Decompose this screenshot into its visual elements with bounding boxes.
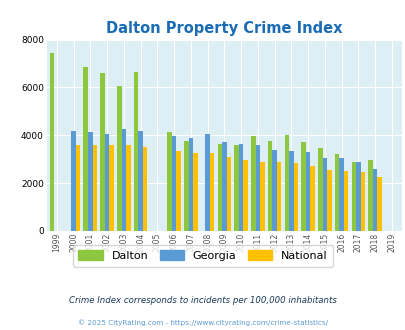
Bar <box>117 86 121 231</box>
Bar <box>50 53 54 231</box>
Bar <box>238 144 243 231</box>
Bar <box>293 163 297 231</box>
Bar <box>71 130 76 231</box>
Bar <box>217 144 222 231</box>
Bar <box>326 170 331 231</box>
Bar <box>234 145 238 231</box>
Bar <box>305 152 309 231</box>
Bar <box>260 162 264 231</box>
Bar <box>133 72 138 231</box>
Bar <box>76 145 80 231</box>
Bar <box>351 162 355 231</box>
Bar <box>193 153 197 231</box>
Bar <box>209 153 214 231</box>
Bar <box>267 141 272 231</box>
Bar <box>250 137 255 231</box>
Bar <box>83 67 88 231</box>
Bar <box>309 166 314 231</box>
Bar <box>334 154 339 231</box>
Legend: Dalton, Georgia, National: Dalton, Georgia, National <box>72 245 333 267</box>
Bar <box>288 151 293 231</box>
Bar <box>317 148 322 231</box>
Bar <box>226 157 230 231</box>
Title: Dalton Property Crime Index: Dalton Property Crime Index <box>106 21 342 36</box>
Bar <box>272 150 276 231</box>
Bar <box>100 73 104 231</box>
Bar <box>126 145 130 231</box>
Bar <box>372 169 377 231</box>
Bar <box>377 177 381 231</box>
Bar <box>284 135 288 231</box>
Bar <box>88 132 92 231</box>
Bar <box>343 171 347 231</box>
Text: © 2025 CityRating.com - https://www.cityrating.com/crime-statistics/: © 2025 CityRating.com - https://www.city… <box>78 319 327 326</box>
Bar <box>167 132 171 231</box>
Bar <box>92 145 97 231</box>
Bar <box>176 151 180 231</box>
Bar <box>138 130 143 231</box>
Bar <box>171 137 176 231</box>
Bar <box>355 162 360 231</box>
Bar <box>339 158 343 231</box>
Bar <box>255 145 260 231</box>
Bar <box>205 134 209 231</box>
Bar <box>121 129 126 231</box>
Bar <box>109 145 113 231</box>
Bar <box>222 143 226 231</box>
Bar <box>188 138 193 231</box>
Bar <box>143 147 147 231</box>
Bar <box>301 143 305 231</box>
Bar <box>183 141 188 231</box>
Bar <box>322 158 326 231</box>
Text: Crime Index corresponds to incidents per 100,000 inhabitants: Crime Index corresponds to incidents per… <box>69 296 336 305</box>
Bar <box>104 134 109 231</box>
Bar <box>360 172 364 231</box>
Bar <box>243 160 247 231</box>
Bar <box>367 160 372 231</box>
Bar <box>276 162 281 231</box>
